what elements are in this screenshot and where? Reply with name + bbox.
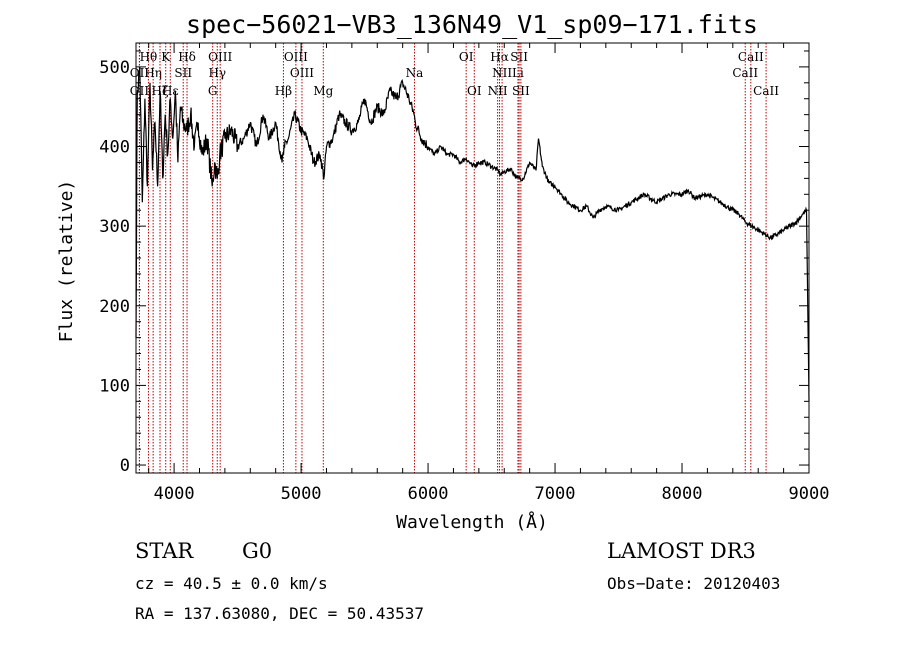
line-label-27: CaII — [753, 84, 779, 98]
line-label-12: OIII — [284, 50, 308, 64]
line-label-7: Hδ — [178, 50, 196, 64]
line-label-0: Hθ — [140, 50, 158, 64]
axis-ticks: 4000 5000 6000 7000 8000 9000 0 100 200 300 400 500 — [99, 43, 829, 504]
obs-date: Obs−Date: 20120403 — [607, 574, 781, 593]
line-label-13: OIII — [290, 66, 314, 80]
x-tick-label-0: 4000 — [154, 484, 195, 504]
spectrum-line — [135, 66, 810, 402]
object-class: STAR — [135, 539, 194, 563]
line-label-11: G — [208, 84, 218, 98]
line-label-18: OI — [467, 84, 482, 98]
line-label-9: OIII — [208, 50, 232, 64]
y-tick-label-5: 500 — [99, 58, 130, 78]
line-label-10: Hγ — [208, 66, 226, 80]
line-label-14: Hβ — [275, 84, 292, 98]
line-label-15: Mg — [313, 84, 333, 98]
x-tick-label-1: 5000 — [281, 484, 322, 504]
redshift-readout: cz = 40.5 ± 0.0 km/s — [135, 574, 328, 593]
line-label-24: SII — [512, 84, 530, 98]
x-axis-label: Wavelength (Å) — [396, 511, 548, 533]
line-label-26: CaII — [732, 66, 758, 80]
y-tick-label-1: 100 — [99, 376, 130, 396]
line-label-2: Hη — [144, 66, 162, 80]
y-tick-label-2: 200 — [99, 297, 130, 317]
coordinates: RA = 137.63080, DEC = 50.43537 — [135, 604, 424, 623]
x-tick-label-3: 7000 — [535, 484, 576, 504]
spectrum-series — [135, 66, 810, 402]
x-tick-label-2: 6000 — [408, 484, 449, 504]
y-tick-label-3: 300 — [99, 217, 130, 237]
line-label-8: SII — [174, 66, 192, 80]
line-label-4: K — [161, 50, 171, 64]
line-label-25: CaII — [738, 50, 764, 64]
line-label-6: Hε — [162, 84, 179, 98]
line-label-16: Na — [406, 66, 424, 80]
line-label-23: Li — [512, 66, 524, 80]
chart-title: spec−56021−VB3_136N49_V1_sp09−171.fits — [186, 10, 758, 39]
x-tick-label-4: 8000 — [662, 484, 703, 504]
line-label-3: OII — [130, 84, 150, 98]
x-tick-label-5: 9000 — [789, 484, 830, 504]
y-axis-label: Flux (relative) — [56, 180, 77, 343]
y-tick-label-4: 400 — [99, 138, 130, 158]
plot-frame — [135, 42, 810, 474]
survey-name: LAMOST DR3 — [607, 539, 756, 563]
line-label-20: NII — [492, 66, 512, 80]
line-label-21: NII — [488, 84, 508, 98]
object-subclass: G0 — [242, 539, 273, 563]
line-label-22: SII — [510, 50, 528, 64]
line-label-17: OI — [459, 50, 474, 64]
line-label-19: Hα — [490, 50, 509, 64]
y-tick-label-0: 0 — [120, 456, 130, 476]
